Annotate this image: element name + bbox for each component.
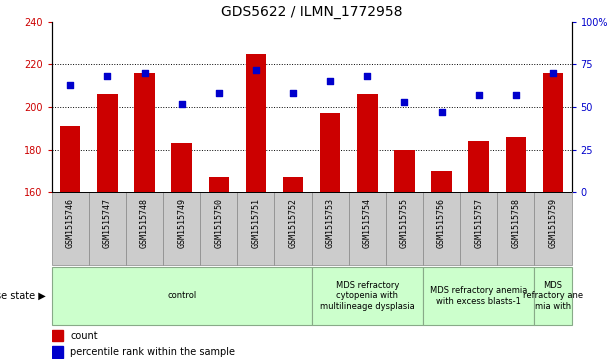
Text: GSM1515756: GSM1515756 [437,198,446,248]
Point [214,90,224,96]
Bar [386,192,423,265]
Bar [89,192,126,265]
Bar [52,267,311,325]
Text: count: count [71,331,98,340]
Text: MDS
refractory ane
mia with: MDS refractory ane mia with [523,281,583,311]
Point [548,70,558,76]
Bar [52,346,63,358]
Text: GSM1515748: GSM1515748 [140,198,149,248]
Bar [469,141,489,192]
Bar [163,192,200,265]
Bar [97,94,117,192]
Bar [134,73,154,192]
Text: GSM1515750: GSM1515750 [214,198,223,248]
Text: GSM1515753: GSM1515753 [326,198,334,248]
Text: GSM1515757: GSM1515757 [474,198,483,248]
Bar [357,94,378,192]
Text: disease state ▶: disease state ▶ [0,291,46,301]
Bar [126,192,163,265]
Bar [423,267,534,325]
Bar [423,192,460,265]
Text: GSM1515759: GSM1515759 [548,198,558,248]
Text: GSM1515754: GSM1515754 [363,198,372,248]
Bar [506,137,526,192]
Bar [209,178,229,192]
Bar [283,178,303,192]
Point [251,67,261,73]
Point [437,109,446,115]
Text: GSM1515749: GSM1515749 [177,198,186,248]
Text: MDS refractory
cytopenia with
multilineage dysplasia: MDS refractory cytopenia with multilinea… [320,281,415,311]
Text: GSM1515751: GSM1515751 [251,198,260,248]
Bar [349,192,386,265]
Point [362,73,372,79]
Bar [52,192,89,265]
Bar [274,192,311,265]
Text: GSM1515758: GSM1515758 [511,198,520,248]
Bar [52,330,63,341]
Point [66,82,75,88]
Point [511,92,520,98]
Point [399,99,409,105]
Point [288,90,298,96]
Bar [320,114,340,192]
Text: percentile rank within the sample: percentile rank within the sample [71,347,235,357]
Text: GSM1515746: GSM1515746 [66,198,75,248]
Title: GDS5622 / ILMN_1772958: GDS5622 / ILMN_1772958 [221,5,402,19]
Bar [237,192,274,265]
Point [177,101,187,107]
Text: control: control [167,291,196,300]
Bar [534,267,572,325]
Bar [246,54,266,192]
Point [474,92,483,98]
Bar [60,126,80,192]
Text: MDS refractory anemia
with excess blasts-1: MDS refractory anemia with excess blasts… [430,286,527,306]
Bar [311,192,349,265]
Bar [460,192,497,265]
Bar [311,267,423,325]
Point [325,79,335,85]
Bar [431,171,452,192]
Bar [497,192,534,265]
Point [140,70,150,76]
Text: GSM1515747: GSM1515747 [103,198,112,248]
Bar [171,143,192,192]
Bar [543,73,563,192]
Bar [200,192,237,265]
Bar [394,150,415,192]
Text: GSM1515755: GSM1515755 [400,198,409,248]
Bar [534,192,572,265]
Point [103,73,112,79]
Text: GSM1515752: GSM1515752 [289,198,297,248]
